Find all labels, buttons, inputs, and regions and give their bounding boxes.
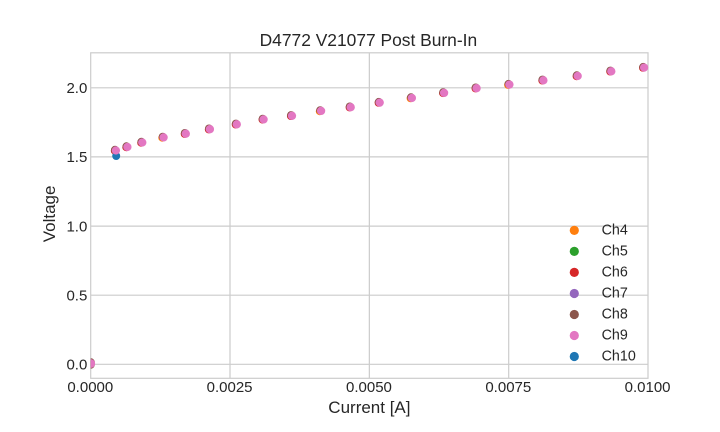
svg-text:Ch7: Ch7 (602, 285, 628, 301)
svg-text:Ch8: Ch8 (602, 306, 628, 322)
svg-text:0.0025: 0.0025 (207, 379, 253, 396)
svg-text:0.5: 0.5 (66, 288, 87, 305)
svg-text:0.0050: 0.0050 (346, 379, 392, 396)
svg-text:Ch4: Ch4 (602, 222, 628, 238)
svg-text:2.0: 2.0 (66, 80, 87, 97)
svg-text:1.5: 1.5 (66, 149, 87, 166)
svg-text:1.0: 1.0 (66, 218, 87, 235)
svg-text:Ch6: Ch6 (602, 264, 628, 280)
svg-text:0.0000: 0.0000 (67, 379, 113, 396)
svg-text:Ch10: Ch10 (602, 348, 636, 364)
svg-text:Ch9: Ch9 (602, 327, 628, 343)
svg-text:Voltage: Voltage (40, 186, 59, 243)
svg-text:Current [A]: Current [A] (328, 398, 410, 417)
svg-text:0.0075: 0.0075 (485, 379, 531, 396)
svg-text:D4772 V21077 Post Burn-In: D4772 V21077 Post Burn-In (260, 30, 478, 50)
svg-text:Ch5: Ch5 (602, 243, 628, 259)
svg-text:0.0100: 0.0100 (625, 379, 671, 396)
svg-text:0.0: 0.0 (66, 357, 87, 374)
